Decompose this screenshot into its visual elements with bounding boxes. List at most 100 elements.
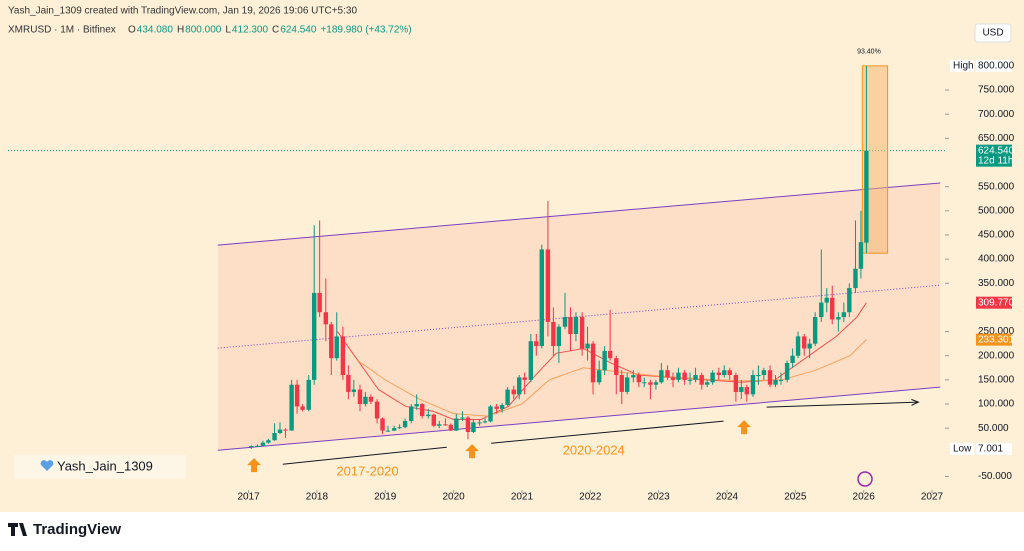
candle-body xyxy=(511,389,516,395)
candle-body xyxy=(756,375,761,377)
tag-name-box xyxy=(950,442,974,455)
x-tick-label: 2020 xyxy=(442,492,465,503)
trendline xyxy=(766,402,919,408)
candle-body xyxy=(619,375,624,392)
candle-body xyxy=(437,424,442,426)
candle-body xyxy=(460,417,465,419)
candle-body xyxy=(665,370,670,378)
candle-body xyxy=(477,422,482,424)
candle-body xyxy=(419,404,425,417)
y-tick-label: -50.000 xyxy=(978,471,1012,482)
moving-average xyxy=(357,339,867,417)
up-arrow xyxy=(737,420,752,435)
x-tick-label: 2019 xyxy=(374,492,397,503)
candle-body xyxy=(790,355,795,363)
ohlc-value: 624.540 xyxy=(280,25,317,36)
price-tag xyxy=(976,333,1012,346)
candle-body xyxy=(363,396,368,405)
tag-name-box xyxy=(950,59,974,72)
annotation: 2020-2024 xyxy=(563,443,625,458)
y-tick-label: 750.000 xyxy=(978,85,1015,96)
candle-body xyxy=(551,321,556,347)
candle-body xyxy=(454,418,459,431)
currency: USD xyxy=(982,28,1003,39)
candle-body xyxy=(266,440,271,443)
candle-body xyxy=(824,297,829,303)
candle-body xyxy=(482,421,488,423)
y-tick-label: 200.000 xyxy=(978,350,1015,361)
y-tick-label: 150.000 xyxy=(978,375,1015,386)
candle-body xyxy=(853,268,858,289)
candle-body xyxy=(802,336,807,349)
candle-body xyxy=(631,375,636,378)
candle-body xyxy=(426,414,431,417)
y-tick-label: 550.000 xyxy=(978,181,1015,192)
candle-body xyxy=(573,317,579,334)
candle-body xyxy=(687,379,693,381)
candle-body xyxy=(602,350,607,371)
candle-body xyxy=(505,389,510,405)
candle-body xyxy=(767,370,773,385)
candle-body xyxy=(607,350,613,359)
price-tag-label: 624.540 xyxy=(978,145,1015,156)
candle-body xyxy=(357,389,363,405)
x-tick-label: 2027 xyxy=(921,492,944,503)
candle-body xyxy=(841,312,847,318)
brand-logo xyxy=(8,523,27,536)
candle-body xyxy=(704,382,710,385)
candle-body xyxy=(431,414,436,426)
candle-body xyxy=(249,446,254,448)
candle-body xyxy=(499,404,505,409)
candle-body xyxy=(596,370,602,383)
y-tick-label: 400.000 xyxy=(978,254,1015,265)
candle-body xyxy=(255,445,260,447)
up-arrow xyxy=(465,444,480,459)
candle-body xyxy=(847,288,852,313)
measure-label: 93.40% xyxy=(857,49,881,56)
candle-body xyxy=(556,326,562,347)
x-tick-label: 2025 xyxy=(784,492,807,503)
candle-body xyxy=(494,406,499,409)
candle-body xyxy=(784,362,790,380)
ohlc-label: O xyxy=(128,25,136,36)
channel-lower xyxy=(217,386,941,451)
candle-body xyxy=(300,406,305,410)
x-tick-label: 2022 xyxy=(579,492,602,503)
candle-body xyxy=(448,424,454,431)
candle-body xyxy=(517,377,522,395)
candle-body xyxy=(385,430,391,432)
ohlc-value: 412.300 xyxy=(232,25,269,36)
x-tick-label: 2023 xyxy=(648,492,671,503)
candle-body xyxy=(283,429,288,431)
candle-body xyxy=(778,379,784,381)
price-tag-label: 309.770 xyxy=(978,297,1015,308)
candle-body xyxy=(272,433,277,441)
candle-body xyxy=(653,382,659,385)
candle-body xyxy=(317,292,322,313)
candle-body xyxy=(648,382,653,385)
x-tick-label: 2026 xyxy=(853,492,876,503)
candle-body xyxy=(323,312,329,325)
price-tag xyxy=(976,59,1012,72)
credit: Yash_Jain_1309 created with TradingView.… xyxy=(8,6,357,17)
y-tick-label: 100.000 xyxy=(978,399,1015,410)
price-tag xyxy=(976,144,1012,167)
heart-icon xyxy=(40,460,54,471)
candle-body xyxy=(733,375,739,392)
candle-body xyxy=(534,341,539,347)
price-tag xyxy=(976,442,1012,455)
up-arrow xyxy=(247,458,262,473)
candle-body xyxy=(346,375,351,392)
candle-body xyxy=(682,372,687,380)
candle-body xyxy=(722,370,727,376)
candle-body xyxy=(340,336,346,376)
candle-body xyxy=(761,370,767,376)
x-tick-label: 2017 xyxy=(237,492,260,503)
candle-body xyxy=(277,429,283,434)
candle-body xyxy=(306,379,311,410)
tag-name: High xyxy=(953,61,974,72)
candle-body xyxy=(443,424,448,426)
y-tick-label: 50.000 xyxy=(978,423,1009,434)
x-tick-label: 2021 xyxy=(511,492,534,503)
